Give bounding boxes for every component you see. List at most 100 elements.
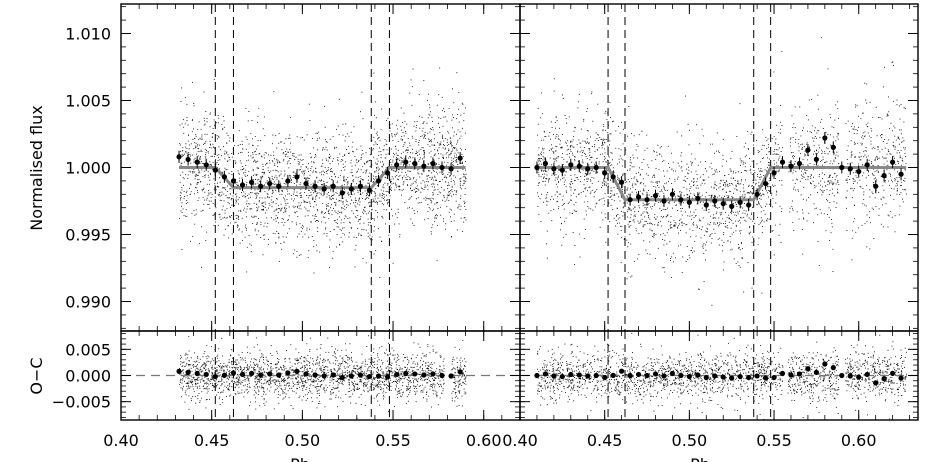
raw-flux-point: [855, 129, 857, 130]
raw-flux-point: [351, 199, 352, 201]
raw-flux-point: [296, 184, 297, 186]
raw-flux-point: [590, 208, 592, 210]
raw-flux-point: [897, 184, 898, 186]
raw-flux-point: [884, 181, 886, 183]
raw-flux-point: [246, 200, 248, 202]
raw-flux-point: [781, 208, 783, 210]
raw-flux-point: [822, 158, 824, 160]
raw-flux-point: [604, 193, 606, 195]
raw-flux-point: [811, 183, 812, 185]
raw-flux-point: [722, 179, 724, 181]
raw-flux-point: [829, 163, 831, 165]
raw-flux-point: [344, 154, 346, 156]
raw-flux-point: [758, 237, 760, 239]
raw-flux-point: [243, 172, 244, 174]
raw-flux-point: [235, 199, 237, 201]
raw-flux-point: [373, 156, 375, 158]
raw-flux-point: [296, 224, 298, 226]
raw-flux-point: [213, 178, 215, 180]
raw-flux-point: [881, 134, 882, 135]
raw-flux-point: [247, 203, 249, 205]
raw-flux-point: [401, 171, 403, 173]
raw-flux-point: [401, 140, 403, 141]
raw-flux-point: [261, 155, 262, 157]
raw-flux-point: [451, 186, 453, 188]
raw-flux-point: [751, 287, 753, 289]
raw-flux-point: [245, 229, 247, 231]
raw-flux-point: [881, 148, 883, 150]
raw-flux-point: [868, 159, 870, 161]
raw-flux-point: [234, 222, 236, 224]
raw-flux-point: [336, 246, 338, 248]
raw-flux-point: [608, 163, 610, 164]
raw-flux-point: [193, 193, 195, 195]
raw-flux-point: [328, 218, 330, 220]
raw-flux-point: [394, 135, 396, 137]
raw-flux-point: [347, 182, 349, 184]
raw-flux-point: [574, 168, 576, 170]
raw-flux-point: [294, 206, 296, 208]
raw-flux-point: [558, 208, 560, 210]
raw-flux-point: [229, 222, 231, 224]
raw-flux-point: [629, 217, 631, 219]
raw-flux-point: [237, 144, 239, 146]
raw-flux-point: [434, 217, 436, 219]
raw-flux-point: [574, 180, 576, 182]
raw-flux-point: [312, 198, 314, 199]
raw-flux-point: [581, 154, 583, 156]
raw-flux-point: [632, 186, 634, 188]
raw-flux-point: [538, 182, 540, 184]
raw-flux-point: [186, 152, 188, 154]
raw-flux-point: [262, 202, 263, 204]
raw-flux-point: [459, 185, 461, 187]
raw-flux-point: [604, 141, 606, 143]
raw-flux-point: [204, 148, 206, 150]
raw-flux-point: [713, 186, 715, 188]
raw-flux-point: [866, 185, 868, 187]
raw-flux-point: [445, 116, 447, 118]
raw-flux-point: [445, 181, 447, 183]
raw-flux-point: [730, 218, 732, 220]
raw-flux-point: [445, 223, 447, 225]
raw-flux-point: [610, 117, 611, 119]
raw-flux-point: [612, 194, 614, 196]
raw-flux-point: [744, 197, 746, 198]
raw-flux-point: [182, 154, 184, 156]
raw-flux-point: [852, 123, 853, 125]
raw-flux-point: [831, 192, 833, 194]
raw-flux-point: [198, 139, 200, 141]
raw-flux-point: [464, 177, 466, 178]
raw-flux-point: [301, 172, 303, 174]
raw-flux-point: [818, 176, 820, 178]
raw-flux-point: [431, 226, 433, 228]
raw-flux-point: [543, 157, 545, 159]
raw-flux-point: [349, 196, 351, 198]
raw-flux-point: [618, 148, 620, 150]
raw-flux-point: [383, 163, 385, 165]
raw-flux-point: [751, 173, 753, 175]
raw-flux-point: [414, 187, 416, 189]
raw-flux-point: [285, 150, 287, 152]
raw-flux-point: [792, 156, 793, 158]
raw-flux-point: [281, 149, 283, 151]
raw-flux-point: [354, 266, 356, 268]
raw-flux-point: [866, 214, 868, 216]
raw-flux-point: [263, 173, 265, 175]
raw-flux-point: [431, 141, 433, 143]
raw-flux-point: [193, 169, 195, 171]
raw-flux-point: [683, 223, 685, 224]
raw-flux-point: [582, 162, 584, 164]
raw-flux-point: [192, 172, 194, 174]
raw-flux-point: [363, 229, 365, 231]
raw-flux-point: [276, 147, 278, 149]
raw-flux-point: [880, 223, 882, 225]
raw-flux-point: [626, 189, 628, 191]
raw-flux-point: [554, 172, 556, 174]
raw-flux-point: [348, 135, 350, 137]
raw-flux-point: [564, 141, 566, 143]
raw-flux-point: [608, 202, 610, 204]
raw-flux-point: [565, 171, 567, 173]
raw-flux-point: [332, 198, 334, 200]
raw-flux-point: [742, 163, 744, 165]
raw-flux-point: [548, 181, 549, 183]
